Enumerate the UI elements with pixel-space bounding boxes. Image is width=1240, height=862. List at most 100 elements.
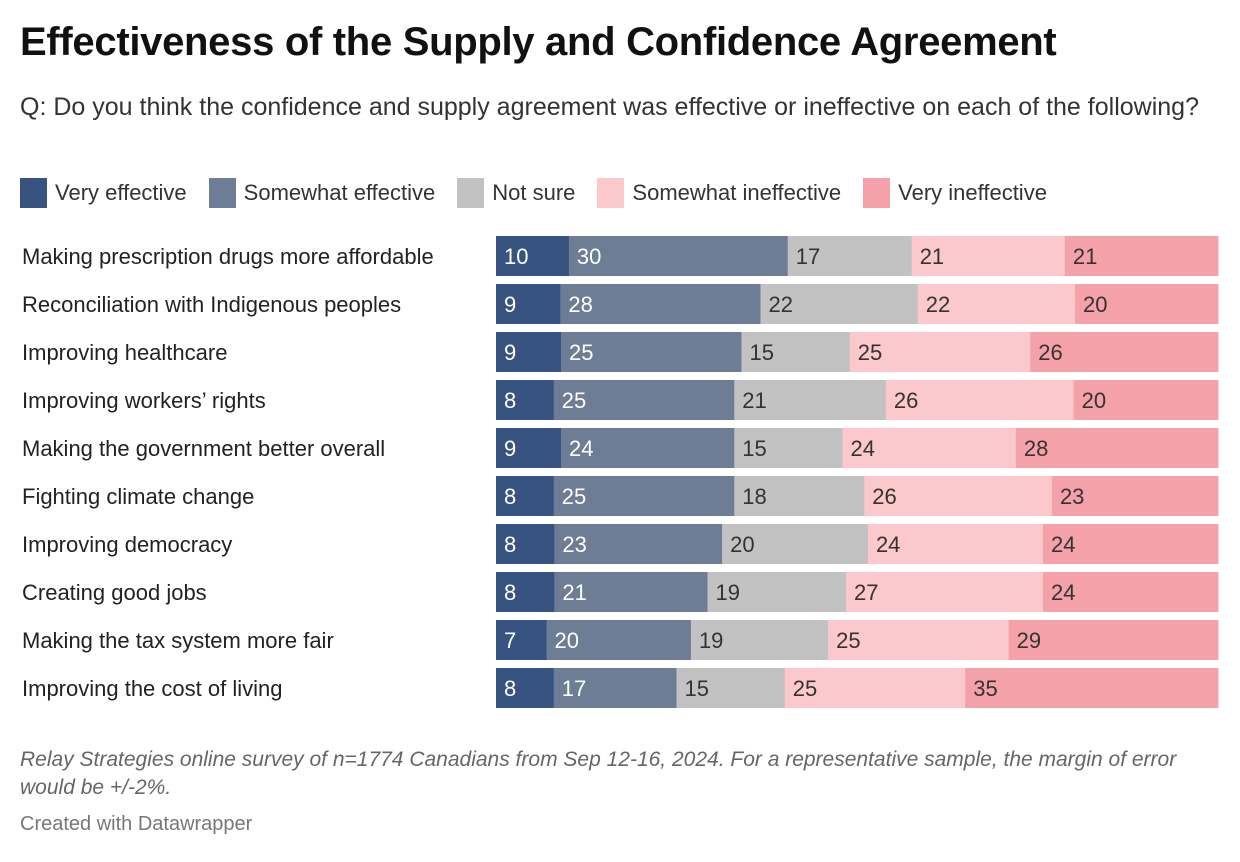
chart-title: Effectiveness of the Supply and Confiden… (20, 20, 1057, 64)
bar-value-label: 21 (742, 388, 766, 413)
bar-segment (787, 236, 913, 276)
legend-label: Not sure (492, 180, 576, 205)
category-label: Creating good jobs (22, 580, 207, 605)
bar-segment (496, 380, 555, 420)
category-label: Making the government better overall (22, 436, 385, 461)
bar-value-label: 9 (504, 340, 516, 365)
bar-segment (554, 524, 723, 564)
bar-segment (1042, 524, 1219, 564)
bar-value-label: 21 (562, 580, 586, 605)
bar-value-label: 20 (1083, 292, 1107, 317)
bar-segment (867, 524, 1044, 564)
bar-segment (846, 572, 1044, 612)
bar-value-label: 15 (749, 340, 773, 365)
bar-value-label: 21 (920, 244, 944, 269)
bar-value-label: 19 (699, 628, 723, 653)
bar-segment (734, 380, 887, 420)
legend-label: Very ineffective (898, 180, 1047, 205)
bar-segment (734, 428, 843, 468)
bar-value-label: 17 (562, 676, 586, 701)
bar-value-label: 15 (685, 676, 709, 701)
bar-value-label: 24 (1051, 532, 1075, 557)
bar-segment (690, 620, 829, 660)
legend-item-not-sure: Not sure (457, 178, 575, 208)
bar-segment (741, 332, 851, 372)
bar-value-label: 28 (1024, 436, 1048, 461)
legend-swatch (20, 178, 47, 208)
category-label: Reconciliation with Indigenous peoples (22, 292, 401, 317)
legend-item-somewhat-ineffective: Somewhat ineffective (597, 178, 841, 208)
legend-item-very-effective: Very effective (20, 178, 187, 208)
bar-value-label: 9 (504, 436, 516, 461)
bar-value-label: 18 (742, 484, 766, 509)
bar-segment (734, 476, 865, 516)
bar-segment (496, 620, 547, 660)
legend: Very effective Somewhat effective Not su… (20, 178, 1069, 208)
legend-swatch (208, 178, 236, 208)
bar-segment (1030, 332, 1219, 372)
bar-segment (760, 284, 919, 324)
bar-segment (496, 476, 555, 516)
bar-value-label: 8 (504, 676, 516, 701)
bar-value-label: 21 (1073, 244, 1097, 269)
bar-value-label: 26 (1038, 340, 1062, 365)
chart-notes: Relay Strategies online survey of n=1774… (20, 748, 1177, 799)
bar-segment (560, 428, 735, 468)
legend-swatch (863, 178, 891, 208)
bar-value-label: 17 (796, 244, 820, 269)
bar-segment (1015, 428, 1219, 468)
bar-value-label: 15 (742, 436, 766, 461)
bar-segment (784, 668, 966, 708)
bar-segment (1008, 620, 1219, 660)
legend-label: Very effective (55, 180, 187, 205)
bar-segment (965, 668, 1219, 708)
bar-value-label: 19 (715, 580, 739, 605)
bar-value-label: 24 (851, 436, 875, 461)
category-label: Fighting climate change (22, 484, 254, 509)
bar-segment (560, 332, 742, 372)
bar-segment (842, 428, 1017, 468)
bar-value-label: 8 (504, 484, 516, 509)
bar-segment (828, 620, 1010, 660)
bar-segment (496, 668, 555, 708)
bar-segment (849, 332, 1031, 372)
legend-swatch (457, 178, 485, 208)
bar-value-label: 8 (504, 532, 516, 557)
bar-value-label: 25 (836, 628, 860, 653)
bar-value-label: 30 (577, 244, 601, 269)
bar-segment (553, 668, 677, 708)
bar-segment (917, 284, 1076, 324)
bar-value-label: 22 (926, 292, 950, 317)
legend-item-very-ineffective: Very ineffective (863, 178, 1047, 208)
bar-value-label: 22 (769, 292, 793, 317)
bar-segment (496, 524, 555, 564)
bar-value-label: 7 (504, 628, 516, 653)
bar-value-label: 26 (894, 388, 918, 413)
bar-segment (553, 380, 735, 420)
bar-segment (722, 524, 869, 564)
legend-item-somewhat-effective: Somewhat effective (208, 178, 435, 208)
legend-label: Somewhat ineffective (632, 180, 842, 205)
category-label: Making the tax system more fair (22, 628, 334, 653)
bar-value-label: 20 (555, 628, 579, 653)
bar-value-label: 25 (569, 340, 593, 365)
bar-value-label: 25 (793, 676, 817, 701)
bar-segment (1051, 476, 1219, 516)
bar-value-label: 25 (562, 388, 586, 413)
bar-segment (554, 572, 708, 612)
bar-value-label: 25 (858, 340, 882, 365)
chart-byline: Created with Datawrapper (20, 813, 253, 835)
bar-segment (546, 620, 692, 660)
bar-segment (496, 284, 561, 324)
bar-segment (676, 668, 786, 708)
category-label: Improving healthcare (22, 340, 227, 365)
bar-segment (885, 380, 1074, 420)
bar-value-label: 20 (730, 532, 754, 557)
bar-segment (1064, 236, 1219, 276)
bar-value-label: 25 (562, 484, 586, 509)
bar-segment (707, 572, 847, 612)
bar-value-label: 10 (504, 244, 528, 269)
bar-value-label: 24 (569, 436, 593, 461)
bar-segment (553, 476, 735, 516)
